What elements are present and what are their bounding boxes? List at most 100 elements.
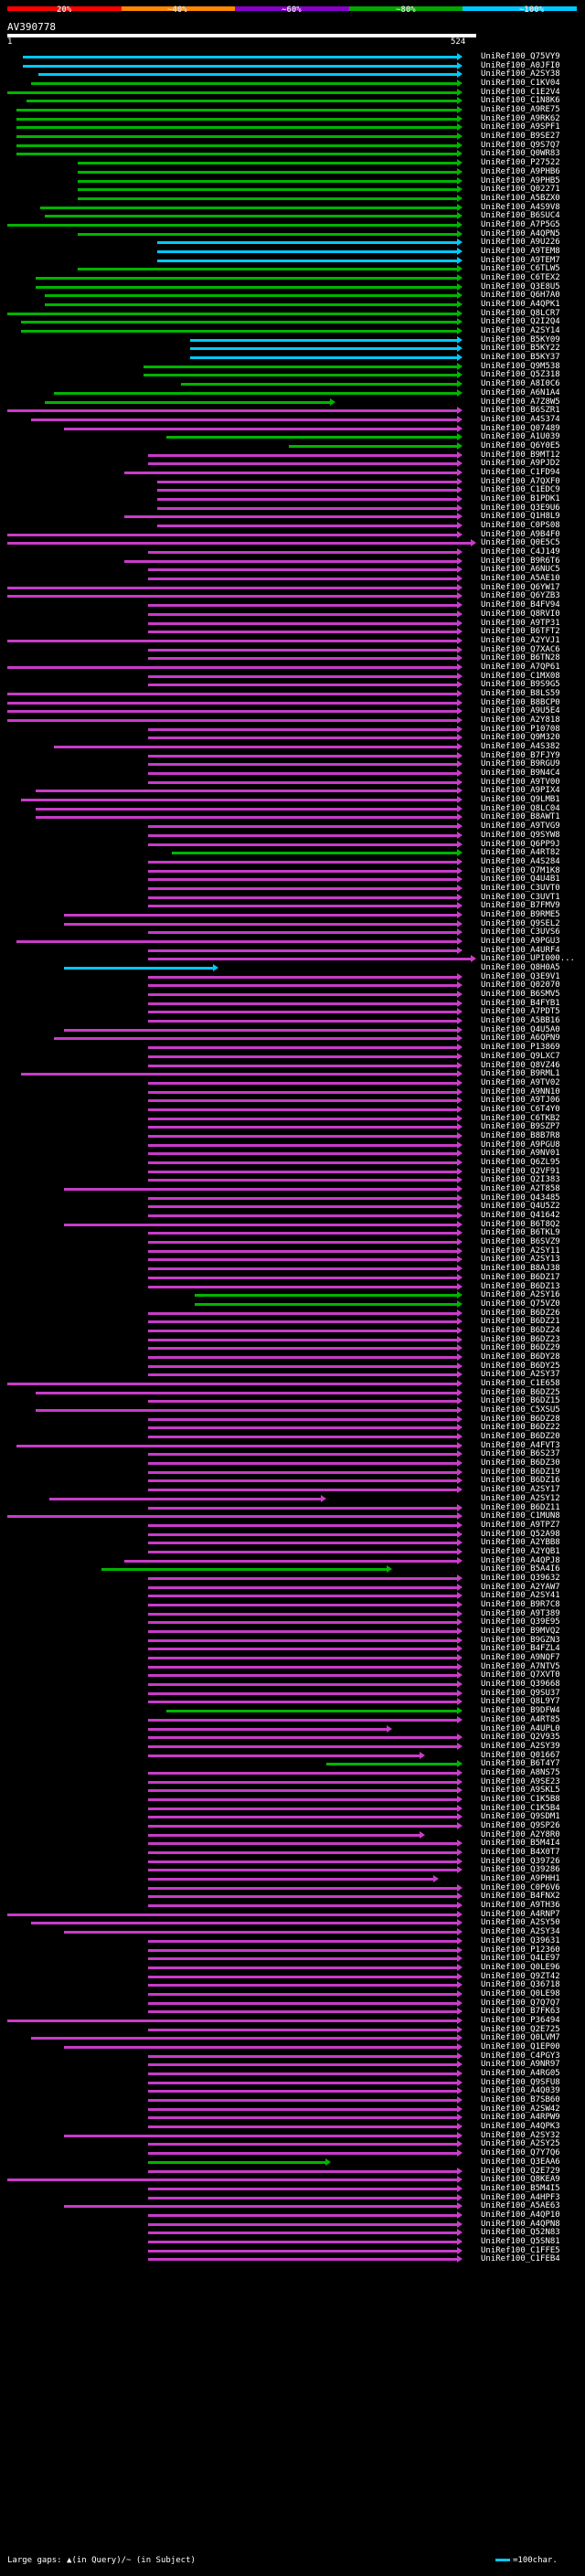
hit-row[interactable]: UniRef100_B6SVZ9 (0, 1237, 585, 1247)
hit-row[interactable]: UniRef100_Q8LC04 (0, 804, 585, 814)
hit-row[interactable]: UniRef100_A2SY50 (0, 1918, 585, 1928)
hit-row[interactable]: UniRef100_B6DZ20 (0, 1432, 585, 1442)
hit-name[interactable]: UniRef100_A7Z8W5 (481, 397, 560, 407)
hit-row[interactable]: UniRef100_UPI000... (0, 954, 585, 964)
hit-name[interactable]: UniRef100_B9GZN3 (481, 1635, 560, 1645)
hit-name[interactable]: UniRef100_C1K5B8 (481, 1794, 560, 1804)
hit-name[interactable]: UniRef100_Q1EP00 (481, 2042, 560, 2051)
hit-name[interactable]: UniRef100_A2SY25 (481, 2139, 560, 2149)
hit-name[interactable]: UniRef100_B5KY09 (481, 334, 560, 345)
hit-row[interactable]: UniRef100_Q39726 (0, 1857, 585, 1867)
hit-name[interactable]: UniRef100_B9SZP7 (481, 1122, 560, 1132)
hit-row[interactable]: UniRef100_B6DZ30 (0, 1458, 585, 1468)
hit-row[interactable]: UniRef100_Q9S7Q7 (0, 141, 585, 151)
hit-name[interactable]: UniRef100_Q7Y7Q6 (481, 2148, 560, 2158)
hit-row[interactable]: UniRef100_B6DZ23 (0, 1335, 585, 1345)
hit-name[interactable]: UniRef100_Q01667 (481, 1750, 560, 1760)
hit-name[interactable]: UniRef100_Q36718 (481, 1980, 560, 1990)
hit-name[interactable]: UniRef100_A2SY16 (481, 1290, 560, 1300)
hit-row[interactable]: UniRef100_Q39668 (0, 1680, 585, 1690)
hit-row[interactable]: UniRef100_Q2E729 (0, 2167, 585, 2177)
hit-name[interactable]: UniRef100_A6N1A4 (481, 387, 560, 398)
hit-name[interactable]: UniRef100_A9TJ06 (481, 1096, 560, 1106)
hit-row[interactable]: UniRef100_Q3E9U6 (0, 504, 585, 514)
hit-row[interactable]: UniRef100_A4S9V8 (0, 203, 585, 213)
hit-row[interactable]: UniRef100_C4PGY3 (0, 2051, 585, 2062)
hit-row[interactable]: UniRef100_A4RT85 (0, 1715, 585, 1725)
hit-row[interactable]: UniRef100_A4Q039 (0, 2086, 585, 2096)
hit-name[interactable]: UniRef100_B4FV94 (481, 600, 560, 610)
hit-name[interactable]: UniRef100_A7P5G5 (481, 219, 560, 229)
hit-row[interactable]: UniRef100_Q1EP00 (0, 2042, 585, 2052)
hit-row[interactable]: UniRef100_A4RPW9 (0, 2113, 585, 2123)
hit-row[interactable]: UniRef100_B5KY22 (0, 344, 585, 354)
hit-name[interactable]: UniRef100_Q4U5A0 (481, 1024, 560, 1034)
hit-name[interactable]: UniRef100_A2SY13 (481, 1255, 560, 1265)
hit-name[interactable]: UniRef100_P12360 (481, 1945, 560, 1955)
hit-name[interactable]: UniRef100_A4RT85 (481, 1714, 560, 1724)
hit-row[interactable]: UniRef100_Q8L9Y7 (0, 1697, 585, 1707)
hit-name[interactable]: UniRef100_A9RK62 (481, 113, 560, 123)
hit-name[interactable]: UniRef100_A2SY37 (481, 1370, 560, 1380)
hit-row[interactable]: UniRef100_A9TPZ7 (0, 1521, 585, 1531)
hit-name[interactable]: UniRef100_P36494 (481, 2015, 560, 2025)
hit-name[interactable]: UniRef100_B9RML1 (481, 1069, 560, 1079)
hit-row[interactable]: UniRef100_A9TH36 (0, 1901, 585, 1911)
hit-row[interactable]: UniRef100_Q2E725 (0, 2025, 585, 2035)
hit-name[interactable]: UniRef100_B7FJY9 (481, 750, 560, 760)
hit-row[interactable]: UniRef100_A1U039 (0, 432, 585, 442)
hit-name[interactable]: UniRef100_B5A4I6 (481, 1564, 560, 1574)
hit-name[interactable]: UniRef100_A4S382 (481, 742, 560, 752)
hit-name[interactable]: UniRef100_A4S9V8 (481, 202, 560, 212)
hit-row[interactable]: UniRef100_B4FYB1 (0, 999, 585, 1009)
hit-name[interactable]: UniRef100_B4FYB1 (481, 998, 560, 1008)
hit-row[interactable]: UniRef100_A9RK62 (0, 114, 585, 124)
hit-row[interactable]: UniRef100_Q8RVI0 (0, 610, 585, 620)
hit-name[interactable]: UniRef100_Q7XVT0 (481, 1670, 560, 1680)
hit-row[interactable]: UniRef100_A9U5E4 (0, 706, 585, 716)
hit-row[interactable]: UniRef100_B8LS59 (0, 689, 585, 699)
hit-name[interactable]: UniRef100_A2SY11 (481, 1246, 560, 1256)
hit-name[interactable]: UniRef100_Q6YZB3 (481, 591, 560, 601)
hit-row[interactable]: UniRef100_Q0LVM7 (0, 2033, 585, 2043)
hit-row[interactable]: UniRef100_B6DZ13 (0, 1282, 585, 1292)
hit-name[interactable]: UniRef100_B6DZ30 (481, 1458, 560, 1468)
hit-row[interactable]: UniRef100_B6SMV5 (0, 990, 585, 1000)
hit-row[interactable]: UniRef100_A0JFI0 (0, 61, 585, 71)
hit-row[interactable]: UniRef100_B5M4I5 (0, 2184, 585, 2194)
hit-row[interactable]: UniRef100_B9N4C4 (0, 769, 585, 779)
hit-name[interactable]: UniRef100_Q39726 (481, 1856, 560, 1866)
hit-row[interactable]: UniRef100_Q39632 (0, 1574, 585, 1584)
hit-row[interactable]: UniRef100_A9SPF1 (0, 122, 585, 133)
hit-row[interactable]: UniRef100_Q75VZ0 (0, 1299, 585, 1309)
hit-row[interactable]: UniRef100_C6TKB2 (0, 1114, 585, 1124)
hit-name[interactable]: UniRef100_C0PS08 (481, 521, 560, 531)
hit-row[interactable]: UniRef100_C1N8K6 (0, 96, 585, 106)
hit-name[interactable]: UniRef100_Q9M320 (481, 733, 560, 743)
hit-row[interactable]: UniRef100_Q02070 (0, 981, 585, 991)
hit-name[interactable]: UniRef100_Q9LXC7 (481, 1051, 560, 1061)
hit-row[interactable]: UniRef100_A4S382 (0, 742, 585, 752)
hit-name[interactable]: UniRef100_Q9M538 (481, 361, 560, 371)
hit-row[interactable]: UniRef100_Q41642 (0, 1211, 585, 1221)
hit-row[interactable]: UniRef100_A9B4F0 (0, 530, 585, 540)
hit-name[interactable]: UniRef100_C5XSU5 (481, 1405, 560, 1415)
hit-row[interactable]: UniRef100_Q9LMB1 (0, 795, 585, 805)
hit-row[interactable]: UniRef100_A2Y818 (0, 716, 585, 726)
hit-name[interactable]: UniRef100_A9TH36 (481, 1901, 560, 1911)
hit-row[interactable]: UniRef100_Q8LCR7 (0, 309, 585, 319)
hit-name[interactable]: UniRef100_A2Y8R0 (481, 1829, 560, 1839)
hit-name[interactable]: UniRef100_Q39286 (481, 1865, 560, 1875)
hit-name[interactable]: UniRef100_B9SE27 (481, 132, 560, 142)
hit-name[interactable]: UniRef100_Q9SU37 (481, 1688, 560, 1698)
hit-row[interactable]: UniRef100_Q0E5C5 (0, 538, 585, 548)
hit-row[interactable]: UniRef100_A7QP61 (0, 663, 585, 673)
hit-name[interactable]: UniRef100_A4QPK1 (481, 300, 560, 310)
hit-name[interactable]: UniRef100_A7QXF0 (481, 476, 560, 486)
hit-name[interactable]: UniRef100_A6NUC5 (481, 565, 560, 575)
hit-name[interactable]: UniRef100_B6DZ22 (481, 1423, 560, 1433)
hit-row[interactable]: UniRef100_Q8KEA9 (0, 2175, 585, 2185)
hit-name[interactable]: UniRef100_Q6Y0E5 (481, 440, 560, 451)
hit-row[interactable]: UniRef100_Q39E95 (0, 1617, 585, 1627)
hit-row[interactable]: UniRef100_A7Z8W5 (0, 398, 585, 408)
